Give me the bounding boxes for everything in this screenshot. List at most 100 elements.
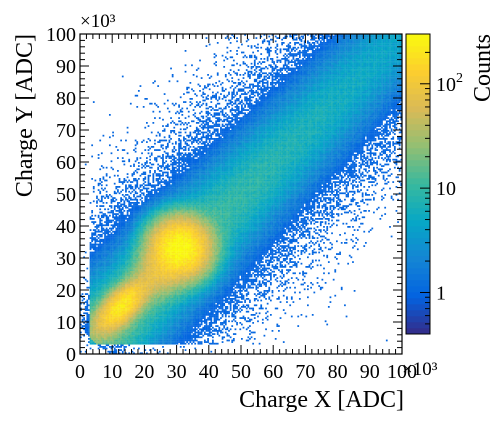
heatmap-cell — [96, 248, 98, 251]
heatmap-cell — [160, 277, 163, 279]
heatmap-cell — [105, 298, 108, 300]
heatmap-cell — [110, 206, 113, 209]
heatmap-cell — [134, 235, 137, 238]
heatmap-cell — [160, 258, 163, 260]
heatmap-cell — [137, 211, 140, 214]
heatmap-cell — [139, 230, 142, 233]
heatmap-cell — [137, 195, 140, 198]
heatmap-cell — [131, 224, 134, 227]
heatmap-cell — [139, 301, 142, 303]
heatmap-cell — [99, 178, 102, 180]
heatmap-cell — [97, 315, 100, 318]
heatmap-cell — [94, 179, 97, 182]
heatmap-cell — [115, 253, 118, 255]
heatmap-cell — [163, 235, 166, 238]
heatmap-cell — [133, 338, 135, 340]
heatmap-cell — [117, 282, 119, 284]
heatmap-cell — [104, 346, 106, 348]
heatmap-cell — [168, 139, 171, 142]
heatmap-cell — [118, 333, 121, 335]
heatmap-cell — [137, 168, 140, 171]
heatmap-cell — [160, 139, 163, 142]
heatmap-cell — [141, 323, 143, 326]
heatmap-cell — [146, 294, 148, 297]
heatmap-cell — [146, 187, 148, 190]
heatmap-cell — [154, 256, 156, 259]
heatmap-cell — [165, 226, 168, 228]
heatmap-cell — [163, 218, 166, 220]
heatmap-cell — [168, 211, 171, 214]
heatmap-cell — [96, 251, 98, 254]
heatmap-cell — [105, 282, 108, 284]
heatmap-cell — [146, 203, 148, 206]
heatmap-cell — [149, 341, 151, 343]
heatmap-cell — [149, 314, 151, 316]
heatmap-cell — [125, 221, 127, 223]
heatmap-cell — [133, 210, 135, 212]
heatmap-cell — [170, 277, 172, 279]
heatmap-cell — [134, 322, 137, 324]
heatmap-cell — [115, 251, 118, 254]
heatmap-cell — [131, 210, 134, 212]
heatmap-cell — [166, 208, 169, 211]
heatmap-cell — [120, 262, 123, 265]
heatmap-cell — [146, 200, 148, 203]
heatmap-cell — [126, 152, 129, 155]
heatmap-cell — [117, 224, 119, 227]
heatmap-cell — [141, 266, 143, 268]
heatmap-cell — [141, 232, 143, 235]
heatmap-cell — [133, 347, 135, 350]
heatmap-cell — [166, 146, 169, 148]
heatmap-cell — [144, 219, 147, 222]
heatmap-cell — [110, 246, 113, 249]
heatmap-cell — [89, 229, 92, 231]
heatmap-cell — [131, 283, 134, 286]
heatmap-cell — [155, 334, 158, 337]
heatmap-cell — [105, 338, 108, 340]
heatmap-cell — [88, 317, 90, 319]
heatmap-cell — [121, 314, 124, 316]
heatmap-cell — [107, 280, 110, 283]
heatmap-cell — [137, 325, 140, 327]
heatmap-cell — [94, 301, 97, 303]
heatmap-cell — [152, 342, 155, 345]
heatmap-cell — [91, 331, 94, 334]
heatmap-cell — [89, 309, 92, 311]
heatmap-cell — [163, 293, 166, 295]
heatmap-cell — [125, 262, 127, 265]
heatmap-cell — [113, 312, 116, 315]
heatmap-cell — [94, 261, 97, 263]
heatmap-cell — [104, 179, 106, 182]
heatmap-cell — [125, 232, 127, 235]
heatmap-cell — [142, 258, 145, 260]
heatmap-cell — [170, 310, 172, 313]
heatmap-cell — [125, 346, 127, 348]
heatmap-cell — [158, 277, 161, 279]
heatmap-cell — [113, 266, 116, 268]
heatmap-cell — [108, 322, 111, 324]
heatmap-cell — [157, 192, 160, 195]
heatmap-cell — [157, 336, 160, 339]
heatmap-cell — [168, 205, 171, 207]
heatmap-cell — [160, 314, 163, 316]
heatmap-cell — [113, 293, 116, 295]
heatmap-cell — [150, 253, 153, 255]
heatmap-cell — [139, 259, 142, 262]
heatmap-cell — [150, 189, 153, 191]
heatmap-cell — [128, 344, 131, 347]
heatmap-cell — [136, 290, 139, 292]
heatmap-cell — [88, 328, 90, 331]
heatmap-cell — [149, 155, 151, 158]
heatmap-cell — [152, 334, 155, 337]
heatmap-cell — [113, 333, 116, 335]
heatmap-cell — [141, 227, 143, 230]
heatmap-cell — [108, 325, 111, 327]
heatmap-cell — [154, 307, 156, 310]
heatmap-cell — [142, 304, 145, 307]
heatmap-cell — [166, 171, 169, 174]
heatmap-cell — [117, 288, 119, 291]
heatmap-cell — [147, 213, 150, 215]
heatmap-cell — [97, 198, 100, 201]
heatmap-cell — [149, 227, 151, 230]
heatmap-cell — [149, 229, 151, 231]
